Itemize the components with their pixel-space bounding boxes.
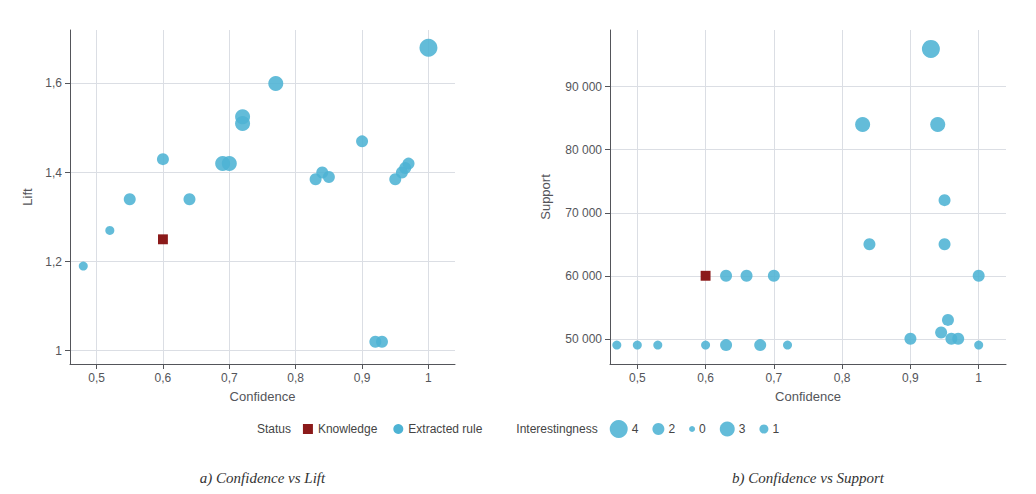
svg-text:1,6: 1,6 xyxy=(45,76,62,90)
svg-text:1: 1 xyxy=(772,422,779,436)
svg-text:90 000: 90 000 xyxy=(565,80,602,94)
svg-text:1,4: 1,4 xyxy=(45,166,62,180)
svg-text:Interestingness: Interestingness xyxy=(516,422,597,436)
svg-text:1: 1 xyxy=(425,371,432,385)
svg-text:0: 0 xyxy=(699,422,706,436)
svg-text:1: 1 xyxy=(975,371,982,385)
svg-text:a) Confidence vs Lift: a) Confidence vs Lift xyxy=(200,470,326,487)
svg-text:0,5: 0,5 xyxy=(88,371,105,385)
svg-text:0,5: 0,5 xyxy=(629,371,646,385)
svg-text:0,7: 0,7 xyxy=(221,371,238,385)
svg-text:0,8: 0,8 xyxy=(834,371,851,385)
svg-text:70 000: 70 000 xyxy=(565,206,602,220)
svg-text:0,8: 0,8 xyxy=(287,371,304,385)
svg-text:2: 2 xyxy=(668,422,675,436)
svg-text:Knowledge: Knowledge xyxy=(318,422,378,436)
svg-text:Confidence: Confidence xyxy=(775,389,841,404)
svg-text:3: 3 xyxy=(739,422,746,436)
svg-text:Confidence: Confidence xyxy=(230,389,296,404)
svg-text:0,9: 0,9 xyxy=(902,371,919,385)
svg-text:Support: Support xyxy=(538,174,553,220)
svg-text:0,7: 0,7 xyxy=(766,371,783,385)
svg-text:4: 4 xyxy=(632,422,639,436)
svg-text:1,2: 1,2 xyxy=(45,255,62,269)
svg-text:Extracted rule: Extracted rule xyxy=(408,422,482,436)
svg-text:1: 1 xyxy=(55,344,62,358)
svg-text:Status: Status xyxy=(257,422,291,436)
svg-text:0,6: 0,6 xyxy=(155,371,172,385)
svg-text:Lift: Lift xyxy=(20,188,35,206)
svg-text:0,9: 0,9 xyxy=(354,371,371,385)
svg-text:0,6: 0,6 xyxy=(697,371,714,385)
svg-text:b) Confidence vs Support: b) Confidence vs Support xyxy=(732,470,885,487)
svg-text:60 000: 60 000 xyxy=(565,269,602,283)
svg-text:80 000: 80 000 xyxy=(565,143,602,157)
svg-text:50 000: 50 000 xyxy=(565,332,602,346)
